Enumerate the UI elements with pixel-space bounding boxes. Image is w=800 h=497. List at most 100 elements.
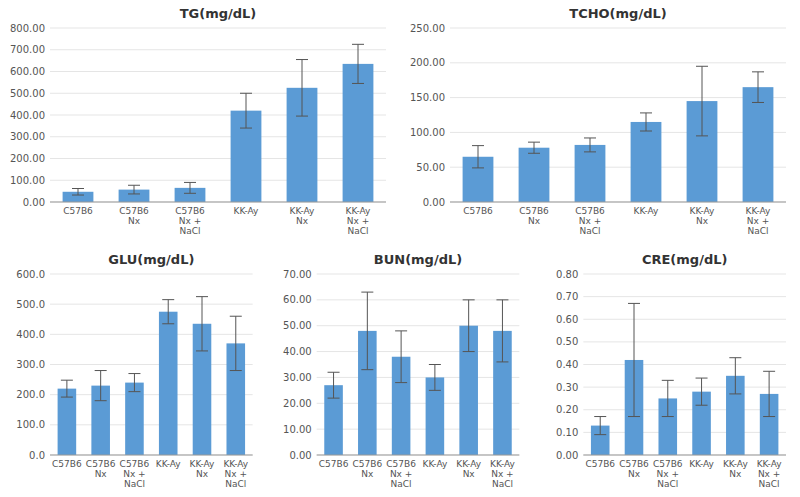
y-tick-label: 0.0	[29, 450, 45, 461]
y-tick-label: 800.00	[10, 23, 45, 34]
x-tick-label: KK-AyNx	[190, 459, 215, 479]
grid-line	[50, 364, 253, 365]
y-tick-label: 50.00	[416, 162, 445, 173]
grid-line	[583, 274, 786, 275]
bar	[631, 122, 662, 202]
chart-svg: TG(mg/dL)0.00100.00200.00300.00400.00500…	[0, 0, 800, 497]
x-tick-label: KK-AyNx +NaCl	[490, 459, 515, 489]
x-tick-label: KK-Ay	[234, 206, 259, 216]
error-bar	[361, 292, 373, 370]
x-tick-label-line: NaCl	[124, 479, 145, 489]
bar	[58, 389, 77, 455]
x-tick-label-line: KK-Ay	[723, 459, 748, 469]
grid-line	[450, 132, 786, 133]
y-tick-label: 50.00	[283, 320, 312, 331]
panel: TG(mg/dL)0.00100.00200.00300.00400.00500…	[10, 6, 386, 236]
x-axis-line	[450, 202, 786, 203]
y-tick-label: 200.0	[16, 389, 45, 400]
y-tick-label: 700.00	[10, 44, 45, 55]
chart-title: TG(mg/dL)	[180, 6, 257, 21]
x-tick-label: C57B6Nx +NaCl	[653, 459, 683, 489]
grid-line	[450, 167, 786, 168]
y-tick-label: 500.00	[10, 88, 45, 99]
grid-line	[50, 394, 253, 395]
x-tick-label-line: NaCl	[657, 479, 678, 489]
panel: CRE(mg/dL)0.000.100.200.300.400.500.600.…	[556, 252, 786, 489]
x-tick-label-line: Nx	[729, 469, 742, 479]
grid-line	[317, 351, 520, 352]
x-tick-label: KK-AyNx	[723, 459, 748, 479]
x-tick-label-line: C57B6	[175, 206, 205, 216]
x-tick-label-line: Nx +	[758, 469, 780, 479]
x-tick-label-line: NaCl	[179, 226, 200, 236]
y-tick-label: 0.40	[556, 359, 578, 370]
x-tick-label: C57B6	[585, 459, 615, 469]
error-bar	[395, 331, 407, 383]
y-tick-label: 40.00	[283, 346, 312, 357]
x-tick-label: C57B6Nx +NaCl	[120, 459, 150, 489]
y-tick-label: 100.00	[10, 175, 45, 186]
grid-line	[50, 136, 386, 137]
y-tick-label: 0.50	[556, 336, 578, 347]
plot-marks	[58, 297, 245, 455]
x-tick-label-line: KK-Ay	[690, 206, 715, 216]
y-tick-label: 70.00	[283, 269, 312, 280]
grid-line	[50, 334, 253, 335]
x-tick-label: KK-AyNx	[456, 459, 481, 479]
grid-line	[583, 409, 786, 410]
x-tick-label: KK-Ay	[634, 206, 659, 216]
bar	[125, 383, 144, 455]
x-tick-label-line: Nx +	[747, 216, 769, 226]
x-tick-label-line: C57B6	[63, 206, 93, 216]
error-bar	[628, 303, 640, 416]
x-tick-label-line: NaCl	[747, 226, 768, 236]
y-tick-label: 0.30	[556, 382, 578, 393]
y-tick-label: 400.0	[16, 329, 45, 340]
error-bar	[196, 297, 208, 351]
x-tick-label-line: C57B6	[619, 459, 649, 469]
bar	[519, 148, 550, 202]
x-tick-label: KK-AyNx +NaCl	[746, 206, 771, 236]
error-bar	[640, 113, 652, 131]
grid-line	[317, 455, 520, 456]
grid-line	[50, 49, 386, 50]
grid-line	[50, 71, 386, 72]
y-tick-label: 0.20	[556, 404, 578, 415]
x-tick-label-line: NaCl	[347, 226, 368, 236]
x-tick-label-line: KK-Ay	[746, 206, 771, 216]
y-tick-label: 600.0	[16, 269, 45, 280]
grid-line	[317, 299, 520, 300]
x-tick-label-line: Nx	[196, 469, 209, 479]
panel: BUN(mg/dL)0.0010.0020.0030.0040.0050.006…	[283, 252, 519, 489]
error-bar	[429, 365, 441, 391]
grid-line	[50, 93, 386, 94]
x-tick-label-line: Nx	[628, 469, 641, 479]
bar	[575, 145, 606, 202]
x-tick-label: C57B6Nx +NaCl	[386, 459, 416, 489]
error-bar	[128, 374, 140, 392]
x-tick-label: KK-AyNx +NaCl	[223, 459, 248, 489]
x-tick-label-line: C57B6	[386, 459, 416, 469]
bar	[159, 312, 178, 455]
error-bar	[128, 185, 140, 194]
grid-line	[50, 424, 253, 425]
error-bar	[95, 371, 107, 401]
bar	[343, 64, 374, 202]
grid-line	[50, 115, 386, 116]
x-tick-label: C57B6Nx	[619, 459, 649, 479]
x-tick-label-line: Nx +	[179, 216, 201, 226]
chart-title: BUN(mg/dL)	[374, 252, 462, 267]
error-bar	[296, 60, 308, 117]
y-tick-label: 0.00	[23, 197, 45, 208]
grid-line	[450, 97, 786, 98]
x-tick-label-line: Nx +	[123, 469, 145, 479]
x-tick-label-line: C57B6	[463, 206, 493, 216]
grid-line	[583, 455, 786, 456]
y-tick-label: 400.00	[10, 110, 45, 121]
error-bar	[594, 417, 606, 435]
grid-line	[450, 202, 786, 203]
x-tick-label-line: C57B6	[585, 459, 615, 469]
x-tick-label: C57B6	[319, 459, 349, 469]
y-tick-label: 200.00	[10, 153, 45, 164]
plot-marks	[463, 66, 774, 202]
